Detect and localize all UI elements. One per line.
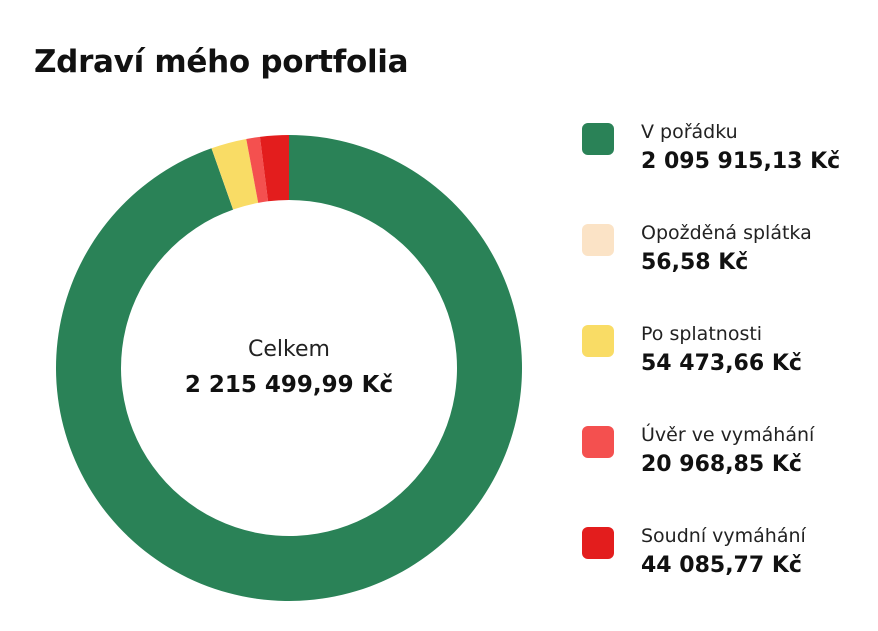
legend-label: Po splatnosti bbox=[641, 323, 763, 345]
legend-swatch bbox=[582, 224, 614, 256]
chart-legend: V pořádku 2 095 915,13 Kč Opožděná splátka… bbox=[582, 118, 872, 623]
legend-value: 2 095 915,13 Kč bbox=[641, 149, 841, 174]
legend-item: V pořádku 2 095 915,13 Kč bbox=[582, 118, 872, 219]
legend-label: Úvěr ve vymáhání bbox=[641, 424, 815, 446]
donut-chart bbox=[56, 135, 522, 601]
legend-value: 20 968,85 Kč bbox=[641, 452, 802, 477]
legend-item: Po splatnosti 54 473,66 Kč bbox=[582, 320, 872, 421]
legend-label: Opožděná splátka bbox=[641, 222, 812, 244]
donut-slice-4 bbox=[246, 136, 269, 203]
legend-value: 44 085,77 Kč bbox=[641, 553, 802, 578]
legend-swatch bbox=[582, 123, 614, 155]
legend-item: Soudní vymáhání 44 085,77 Kč bbox=[582, 522, 872, 623]
legend-label: Soudní vymáhání bbox=[641, 525, 806, 547]
legend-item: Opožděná splátka 56,58 Kč bbox=[582, 219, 872, 320]
legend-value: 56,58 Kč bbox=[641, 250, 749, 275]
donut-slice-5 bbox=[259, 135, 289, 202]
legend-swatch bbox=[582, 527, 614, 559]
donut-slice-1 bbox=[56, 135, 522, 601]
donut-slice-2 bbox=[211, 148, 234, 210]
legend-value: 54 473,66 Kč bbox=[641, 351, 802, 376]
legend-label: V pořádku bbox=[641, 121, 738, 143]
legend-swatch bbox=[582, 325, 614, 357]
donut-slice-3 bbox=[211, 138, 259, 210]
card-title: Zdraví mého portfolia bbox=[34, 44, 409, 80]
legend-item: Úvěr ve vymáhání 20 968,85 Kč bbox=[582, 421, 872, 522]
legend-swatch bbox=[582, 426, 614, 458]
